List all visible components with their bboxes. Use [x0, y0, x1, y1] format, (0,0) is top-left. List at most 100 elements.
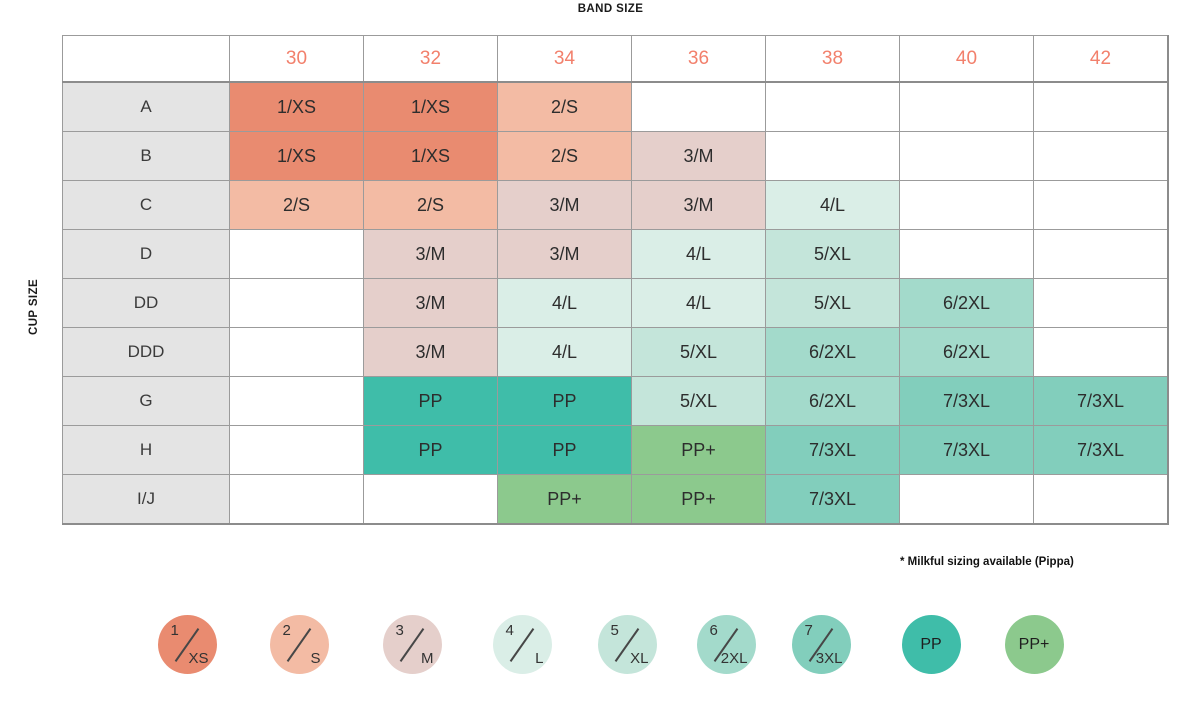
band-size-header-36: 36 — [631, 35, 766, 83]
size-cell-g-32: PP — [363, 376, 498, 426]
band-size-header-34: 34 — [497, 35, 632, 83]
size-cell-i-j-40 — [899, 474, 1034, 525]
legend-item-7-3xl: 7 3XL — [791, 615, 851, 674]
legend-size: XL — [630, 650, 649, 667]
size-cell-h-40: 7/3XL — [899, 425, 1034, 475]
cup-size-header-h: H — [62, 425, 230, 475]
size-cell-c-30: 2/S — [229, 180, 364, 230]
size-cell-g-38: 6/2XL — [765, 376, 900, 426]
legend-label: PP — [920, 635, 942, 653]
cup-size-header-ddd: DDD — [62, 327, 230, 377]
cup-size-header-a: A — [62, 81, 230, 132]
band-size-header-30: 30 — [229, 35, 364, 83]
legend-size: S — [310, 650, 321, 667]
size-cell-h-42: 7/3XL — [1033, 425, 1169, 475]
size-cell-a-40 — [899, 81, 1034, 132]
size-cell-c-34: 3/M — [497, 180, 632, 230]
size-cell-a-30: 1/XS — [229, 81, 364, 132]
size-cell-h-30 — [229, 425, 364, 475]
size-cell-ddd-32: 3/M — [363, 327, 498, 377]
size-table-wrap: 30 32 34 36 38 40 42 A 1/XS 1/XS 2/S B 1/XS 1/XS 2/S 3/… — [62, 35, 1169, 525]
legend-size: L — [535, 650, 544, 667]
size-cell-dd-36: 4/L — [631, 278, 766, 328]
size-cell-b-40 — [899, 131, 1034, 181]
cup-size-header-b: B — [62, 131, 230, 181]
size-cell-d-30 — [229, 229, 364, 279]
size-cell-i-j-30 — [229, 474, 364, 525]
size-cell-b-32: 1/XS — [363, 131, 498, 181]
size-cell-h-36: PP+ — [631, 425, 766, 475]
size-cell-ddd-34: 4/L — [497, 327, 632, 377]
size-cell-d-36: 4/L — [631, 229, 766, 279]
size-cell-b-34: 2/S — [497, 131, 632, 181]
size-cell-ddd-30 — [229, 327, 364, 377]
size-cell-ddd-42 — [1033, 327, 1169, 377]
legend-item-1-xs: 1 XS — [157, 615, 217, 674]
legend-number: 4 — [505, 622, 514, 639]
size-cell-h-32: PP — [363, 425, 498, 475]
fraction-slash-icon — [399, 627, 425, 662]
legend-size: M — [421, 650, 434, 667]
legend-item-ppplus: PP+ — [1004, 615, 1064, 674]
size-cell-dd-42 — [1033, 278, 1169, 328]
size-cell-d-32: 3/M — [363, 229, 498, 279]
fraction-slash-icon — [614, 627, 640, 662]
size-cell-a-38 — [765, 81, 900, 132]
size-cell-h-34: PP — [497, 425, 632, 475]
size-cell-d-40 — [899, 229, 1034, 279]
size-cell-g-36: 5/XL — [631, 376, 766, 426]
size-cell-i-j-42 — [1033, 474, 1169, 525]
size-cell-d-38: 5/XL — [765, 229, 900, 279]
legend-label: PP+ — [1018, 635, 1050, 653]
cup-size-header-c: C — [62, 180, 230, 230]
legend-number: 7 — [804, 622, 813, 639]
size-cell-a-32: 1/XS — [363, 81, 498, 132]
legend-number: 5 — [610, 622, 619, 639]
size-cell-ddd-38: 6/2XL — [765, 327, 900, 377]
cup-size-header-i-j: I/J — [62, 474, 230, 525]
legend-size: 2XL — [720, 650, 748, 667]
fraction-slash-icon — [174, 627, 200, 662]
cup-size-axis-title: CUP SIZE — [28, 278, 40, 336]
size-cell-c-40 — [899, 180, 1034, 230]
size-cell-dd-30 — [229, 278, 364, 328]
band-size-axis-title: BAND SIZE — [577, 3, 644, 15]
band-size-header-32: 32 — [363, 35, 498, 83]
size-cell-c-36: 3/M — [631, 180, 766, 230]
size-cell-g-30 — [229, 376, 364, 426]
size-cell-h-38: 7/3XL — [765, 425, 900, 475]
size-cell-ddd-36: 5/XL — [631, 327, 766, 377]
size-cell-d-42 — [1033, 229, 1169, 279]
legend-item-5-xl: 5 XL — [597, 615, 657, 674]
fraction-slash-icon — [808, 627, 834, 662]
milkful-sizing-note: * Milkful sizing available (Pippa) — [900, 556, 1074, 568]
legend-item-6-2xl: 6 2XL — [696, 615, 756, 674]
size-cell-c-42 — [1033, 180, 1169, 230]
size-cell-a-42 — [1033, 81, 1169, 132]
size-cell-dd-40: 6/2XL — [899, 278, 1034, 328]
legend-size: XS — [188, 650, 209, 667]
band-size-header-38: 38 — [765, 35, 900, 83]
legend-number: 6 — [709, 622, 718, 639]
size-cell-b-30: 1/XS — [229, 131, 364, 181]
size-cell-b-36: 3/M — [631, 131, 766, 181]
cup-size-header-g: G — [62, 376, 230, 426]
cup-size-header-d: D — [62, 229, 230, 279]
legend-number: 2 — [282, 622, 291, 639]
size-cell-d-34: 3/M — [497, 229, 632, 279]
size-cell-i-j-36: PP+ — [631, 474, 766, 525]
size-cell-dd-32: 3/M — [363, 278, 498, 328]
size-cell-c-38: 4/L — [765, 180, 900, 230]
size-cell-ddd-40: 6/2XL — [899, 327, 1034, 377]
fraction-slash-icon — [509, 627, 535, 662]
size-cell-a-34: 2/S — [497, 81, 632, 132]
band-size-header-42: 42 — [1033, 35, 1169, 83]
size-cell-i-j-32 — [363, 474, 498, 525]
fraction-slash-icon — [713, 627, 739, 662]
size-cell-g-34: PP — [497, 376, 632, 426]
legend-item-pp: PP — [901, 615, 961, 674]
